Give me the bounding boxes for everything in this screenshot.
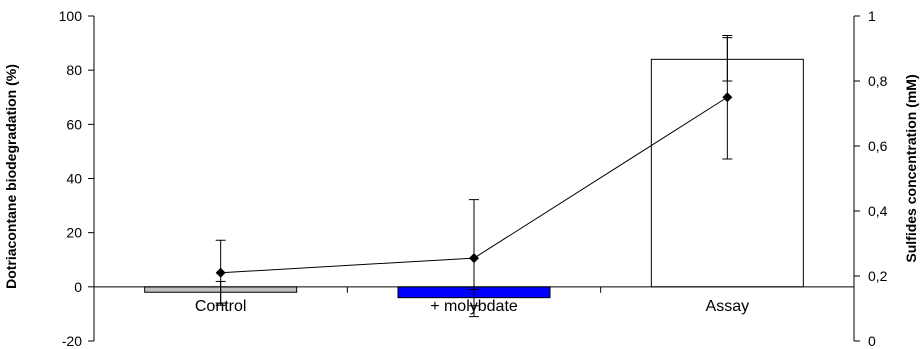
line-point-1 [469, 253, 479, 264]
y-tick-label-right-1: 0,2 [868, 268, 888, 284]
text-layer: -20 0 20 40 60 80 100 0 0,2 0,4 0,6 0,8 1 Control + mo… [3, 8, 919, 349]
line-layer [215, 35, 733, 318]
line-point-0 [215, 267, 226, 278]
y-tick-label-left-4: 60 [66, 116, 82, 132]
line-point-2 [722, 92, 733, 103]
y-tick-label-left-3: 40 [66, 171, 82, 187]
y-tick-label-right-3: 0,6 [868, 138, 888, 154]
x-tick-label-0: Control [195, 298, 247, 315]
y-tick-label-right-0: 0 [868, 333, 876, 349]
y-axis-left-title: Dotriacontane biodegradation (%) [3, 64, 19, 289]
x-tick-label-1: + molybdate [430, 298, 518, 315]
y-tick-label-left-0: -20 [62, 333, 82, 349]
bar-2 [650, 58, 804, 288]
y-tick-label-left-1: 0 [74, 279, 82, 295]
y-tick-label-right-4: 0,8 [868, 73, 888, 89]
y-tick-label-left-6: 100 [59, 8, 83, 24]
bars-layer [144, 37, 804, 307]
y-tick-label-right-2: 0,4 [868, 203, 888, 219]
x-tick-label-2: Assay [706, 298, 750, 315]
y-axis-right-title: Sulfides concentration (mM) [903, 74, 919, 262]
y-tick-label-left-2: 20 [66, 225, 82, 241]
y-tick-label-right-5: 1 [868, 8, 876, 24]
y-tick-label-left-5: 80 [66, 62, 82, 78]
